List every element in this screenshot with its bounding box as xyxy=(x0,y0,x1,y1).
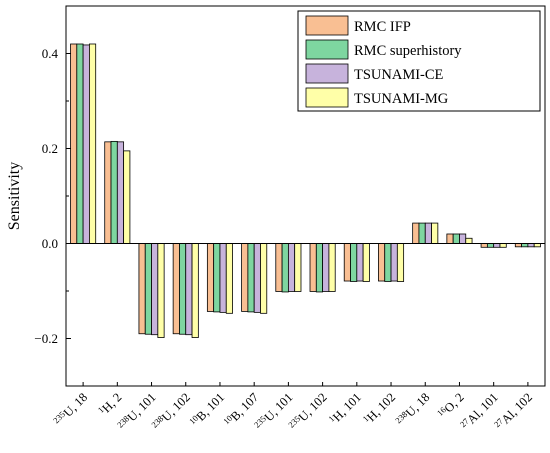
bar-rmc-superhistory-5 xyxy=(247,243,255,313)
bar-tsunami-ce-12 xyxy=(493,243,501,248)
bar-tsunami-mg-1 xyxy=(123,150,131,244)
bar-tsunami-ce-0 xyxy=(82,44,90,244)
bar-rmc-ifp-11 xyxy=(446,233,454,244)
legend: RMC IFP RMC superhistory TSUNAMI-CE TSUNAMI… xyxy=(297,10,541,112)
bar-tsunami-mg-7 xyxy=(328,243,336,292)
bar-tsunami-mg-6 xyxy=(294,243,302,292)
y-axis-label: Sensitivity xyxy=(6,162,23,230)
x-category-label: 238U, 102 xyxy=(149,390,193,434)
bar-rmc-ifp-8 xyxy=(343,243,351,282)
isotope-superscript: 1 xyxy=(326,414,336,424)
legend-swatch xyxy=(305,39,349,60)
x-category-label: 10B, 101 xyxy=(187,390,227,430)
bar-tsunami-ce-9 xyxy=(390,243,398,282)
bar-tsunami-mg-10 xyxy=(431,222,439,244)
bar-rmc-superhistory-11 xyxy=(452,233,460,244)
bar-tsunami-ce-6 xyxy=(287,243,296,292)
bar-rmc-superhistory-12 xyxy=(486,243,495,248)
bar-rmc-superhistory-10 xyxy=(418,222,426,244)
bar-tsunami-ce-2 xyxy=(151,243,159,336)
bar-rmc-ifp-9 xyxy=(378,243,386,282)
bar-rmc-ifp-6 xyxy=(275,243,283,292)
bar-tsunami-mg-11 xyxy=(465,237,473,244)
bar-tsunami-mg-9 xyxy=(396,243,405,282)
bar-rmc-superhistory-3 xyxy=(179,243,187,335)
bar-tsunami-ce-11 xyxy=(459,233,467,244)
bar-rmc-superhistory-9 xyxy=(384,243,392,282)
bar-tsunami-ce-5 xyxy=(253,243,261,313)
nuclide-reaction-text: H, 101 xyxy=(330,390,364,424)
bar-tsunami-mg-3 xyxy=(191,243,199,338)
bar-tsunami-ce-10 xyxy=(424,222,432,244)
bar-tsunami-mg-4 xyxy=(225,243,233,314)
legend-swatch xyxy=(305,87,349,108)
bar-tsunami-ce-4 xyxy=(219,243,227,313)
bar-rmc-superhistory-4 xyxy=(213,243,221,313)
bar-tsunami-ce-8 xyxy=(356,243,364,282)
legend-swatch xyxy=(305,15,349,36)
y-tick-label: 0.4 xyxy=(42,46,59,61)
x-category-label: 1H, 102 xyxy=(360,390,398,428)
bar-rmc-superhistory-2 xyxy=(144,243,152,335)
legend-swatch xyxy=(305,63,349,84)
bar-tsunami-ce-1 xyxy=(116,141,125,244)
bar-rmc-superhistory-7 xyxy=(315,243,324,293)
x-category-label: 27Al, 101 xyxy=(458,390,501,433)
isotope-superscript: 1 xyxy=(360,414,370,424)
nuclide-reaction-text: U, 102 xyxy=(296,390,330,424)
bar-rmc-ifp-12 xyxy=(480,243,488,248)
bar-rmc-ifp-2 xyxy=(138,243,146,335)
bar-rmc-superhistory-0 xyxy=(76,43,84,244)
bar-rmc-superhistory-6 xyxy=(281,243,289,293)
nuclide-reaction-text: U, 18 xyxy=(403,390,433,420)
bar-rmc-ifp-5 xyxy=(241,243,249,312)
x-category-label: 27Al, 102 xyxy=(492,390,535,433)
bar-tsunami-mg-8 xyxy=(362,243,370,282)
bar-rmc-ifp-1 xyxy=(104,141,112,244)
bar-rmc-ifp-4 xyxy=(206,243,215,312)
x-category-label: 235U, 18 xyxy=(51,390,90,429)
bar-tsunami-mg-0 xyxy=(89,43,97,244)
nuclide-reaction-text: Al, 102 xyxy=(499,390,535,426)
y-tick-label: −0.2 xyxy=(34,331,58,346)
bar-rmc-ifp-0 xyxy=(70,43,78,244)
x-category-label: 1H, 2 xyxy=(96,390,125,419)
bar-tsunami-ce-3 xyxy=(185,243,193,336)
isotope-superscript: 1 xyxy=(96,405,106,415)
bar-rmc-ifp-10 xyxy=(412,222,420,244)
bar-rmc-superhistory-8 xyxy=(350,243,358,282)
x-category-label: 235U, 102 xyxy=(286,390,330,434)
y-tick-label: 0.2 xyxy=(42,141,58,156)
bar-tsunami-mg-2 xyxy=(157,243,165,338)
bar-rmc-superhistory-1 xyxy=(110,140,118,244)
nuclide-reaction-text: U, 18 xyxy=(61,390,91,420)
legend-label: RMC IFP xyxy=(354,19,411,35)
bar-rmc-ifp-3 xyxy=(172,243,180,335)
x-category-label: 1H, 101 xyxy=(326,390,364,428)
bar-tsunami-ce-7 xyxy=(322,243,330,292)
bar-tsunami-mg-5 xyxy=(260,243,268,314)
bar-tsunami-mg-12 xyxy=(499,243,507,248)
legend-label: TSUNAMI-MG xyxy=(354,91,449,107)
legend-label: TSUNAMI-CE xyxy=(354,67,444,83)
legend-label: RMC superhistory xyxy=(354,43,462,59)
bar-rmc-ifp-7 xyxy=(309,243,317,292)
x-category-label: 238U, 18 xyxy=(393,390,432,429)
y-tick-label: 0.0 xyxy=(42,236,58,251)
y-ticks-layer: −0.2 0.0 0.2 0.4 xyxy=(34,46,71,387)
